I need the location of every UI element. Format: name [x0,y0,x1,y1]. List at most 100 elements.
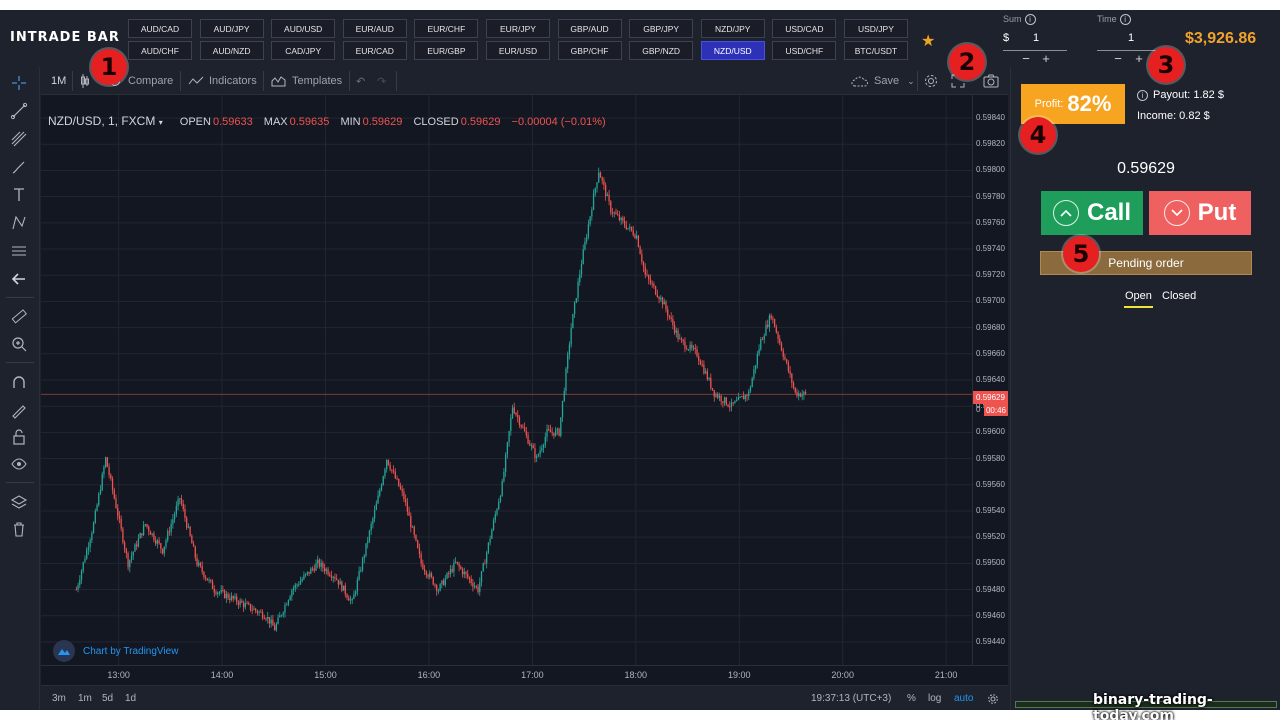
undo-icon[interactable]: ↶ [356,75,366,88]
save-button[interactable]: Save ⌄ [851,67,915,95]
lock-icon[interactable] [8,426,30,448]
pair-button-btc-usdt[interactable]: BTC/USDT [843,41,908,60]
candle [586,236,588,242]
pair-button-eur-chf[interactable]: EUR/CHF [414,19,479,38]
info-icon[interactable]: i [1024,14,1036,26]
fib-tool-icon[interactable] [8,128,30,150]
candle [465,571,467,574]
candle [744,395,746,400]
pair-button-eur-usd[interactable]: EUR/USD [485,41,550,60]
layers-icon[interactable] [8,491,30,513]
trend-line-icon[interactable] [8,100,30,122]
pair-button-eur-aud[interactable]: EUR/AUD [342,19,407,38]
magnet-icon[interactable] [8,372,30,394]
tab-open[interactable]: Open [1125,290,1152,302]
trash-icon[interactable] [8,518,30,540]
candle [763,335,765,340]
pair-button-usd-jpy[interactable]: USD/JPY [843,19,908,38]
info-icon[interactable]: i [1119,14,1131,26]
auto-scale-button[interactable]: auto [954,693,974,704]
pair-button-usd-cad[interactable]: USD/CAD [772,19,837,38]
pair-button-eur-gbp[interactable]: EUR/GBP [414,41,479,60]
pair-button-cad-jpy[interactable]: CAD/JPY [271,41,336,60]
pair-button-nzd-usd[interactable]: NZD/USD [700,41,765,60]
candle [668,315,671,318]
pair-button-aud-chf[interactable]: AUD/CHF [128,41,192,60]
interval-button[interactable]: 1M [51,75,67,87]
log-scale-button[interactable]: log [928,693,942,704]
time-input[interactable]: 1 [1128,32,1135,44]
candle [230,595,233,601]
chart-pane[interactable]: NZD/USD, 1, FXCM ▾ OPEN 0.59633 MAX 0.5963… [41,95,972,665]
percent-scale-button[interactable]: % [907,693,916,704]
gear-icon[interactable] [923,67,944,95]
sum-plus-button[interactable]: + [1042,51,1050,66]
text-tool-icon[interactable] [8,184,30,206]
pair-button-eur-jpy[interactable]: EUR/JPY [485,19,550,38]
pair-button-nzd-jpy[interactable]: NZD/JPY [700,19,765,38]
candle [787,362,790,372]
arrow-back-icon[interactable] [8,268,30,290]
panel-scroll-bar[interactable] [1015,701,1277,708]
candle [434,584,436,586]
pair-button-aud-jpy[interactable]: AUD/JPY [199,19,264,38]
eye-icon[interactable] [8,453,30,475]
draw-lock-icon[interactable] [8,399,30,421]
crosshair-icon[interactable] [8,72,30,94]
favorite-star-icon[interactable]: ★ [921,33,936,50]
measure-tool-icon[interactable] [8,240,30,262]
range-5d-button[interactable]: 5d [102,693,114,704]
brush-icon[interactable] [8,156,30,178]
zoom-in-icon[interactable] [8,333,30,355]
candle [275,623,277,631]
chart-bottom-bar: 3m 1m 5d 1d 19:37:13 (UTC+3) % log auto [41,685,1008,710]
sum-minus-button[interactable]: − [1022,51,1030,66]
time-plus-button[interactable]: + [1135,51,1143,66]
pair-button-usd-chf[interactable]: USD/CHF [772,41,837,60]
pair-button-aud-nzd[interactable]: AUD/NZD [199,41,264,60]
price-scale[interactable]: 0.59440 0.59460 0.59480 0.59500 0.59520 0.595… [972,95,1008,665]
ruler-icon[interactable] [8,305,30,327]
gear-icon[interactable] [987,686,999,711]
time-minus-button[interactable]: − [1114,51,1122,66]
candle [525,431,527,436]
tradingview-watermark[interactable]: Chart by TradingView [53,640,178,662]
pair-button-eur-cad[interactable]: EUR/CAD [342,41,407,60]
call-button[interactable]: Call [1041,191,1143,235]
candle [306,571,309,574]
redo-icon[interactable]: ↷ [377,75,387,88]
candle [279,615,281,618]
pair-button-gbp-jpy[interactable]: GBP/JPY [629,19,694,38]
info-icon[interactable]: i [1137,89,1148,101]
candle [775,327,777,333]
candlestick-chart[interactable] [41,95,972,665]
time-axis[interactable]: 13:00 14:00 15:00 16:00 17:00 18:00 19:00 20:00… [41,665,1008,685]
indicators-button[interactable]: Indicators [188,67,257,95]
put-button[interactable]: Put [1149,191,1251,235]
candle [80,570,83,580]
candle [739,397,741,399]
symbol-label[interactable]: NZD/USD, 1, FXCM ▾ [48,114,163,128]
candle [142,525,145,536]
clock-readout[interactable]: 19:37:13 (UTC+3) [811,693,892,704]
camera-icon[interactable] [983,67,1004,95]
pair-button-gbp-chf[interactable]: GBP/CHF [557,41,622,60]
pattern-tool-icon[interactable] [8,212,30,234]
pair-button-aud-cad[interactable]: AUD/CAD [128,19,192,38]
candle [429,573,431,577]
candle [329,574,331,576]
tab-closed[interactable]: Closed [1162,290,1197,302]
templates-button[interactable]: Templates [271,67,342,95]
candle [439,583,441,591]
range-3m-button[interactable]: 3m [52,693,66,704]
range-1d-button[interactable]: 1d [125,693,137,704]
range-1m-button[interactable]: 1m [78,693,92,704]
candle [172,519,174,525]
candle [351,599,353,601]
pair-button-gbp-aud[interactable]: GBP/AUD [557,19,622,38]
sum-input[interactable]: 1 [1033,32,1040,44]
pair-button-gbp-nzd[interactable]: GBP/NZD [629,41,694,60]
pair-button-aud-usd[interactable]: AUD/USD [271,19,336,38]
current-price: 0.59629 [1117,160,1175,177]
candle-style-icon[interactable] [80,67,95,95]
